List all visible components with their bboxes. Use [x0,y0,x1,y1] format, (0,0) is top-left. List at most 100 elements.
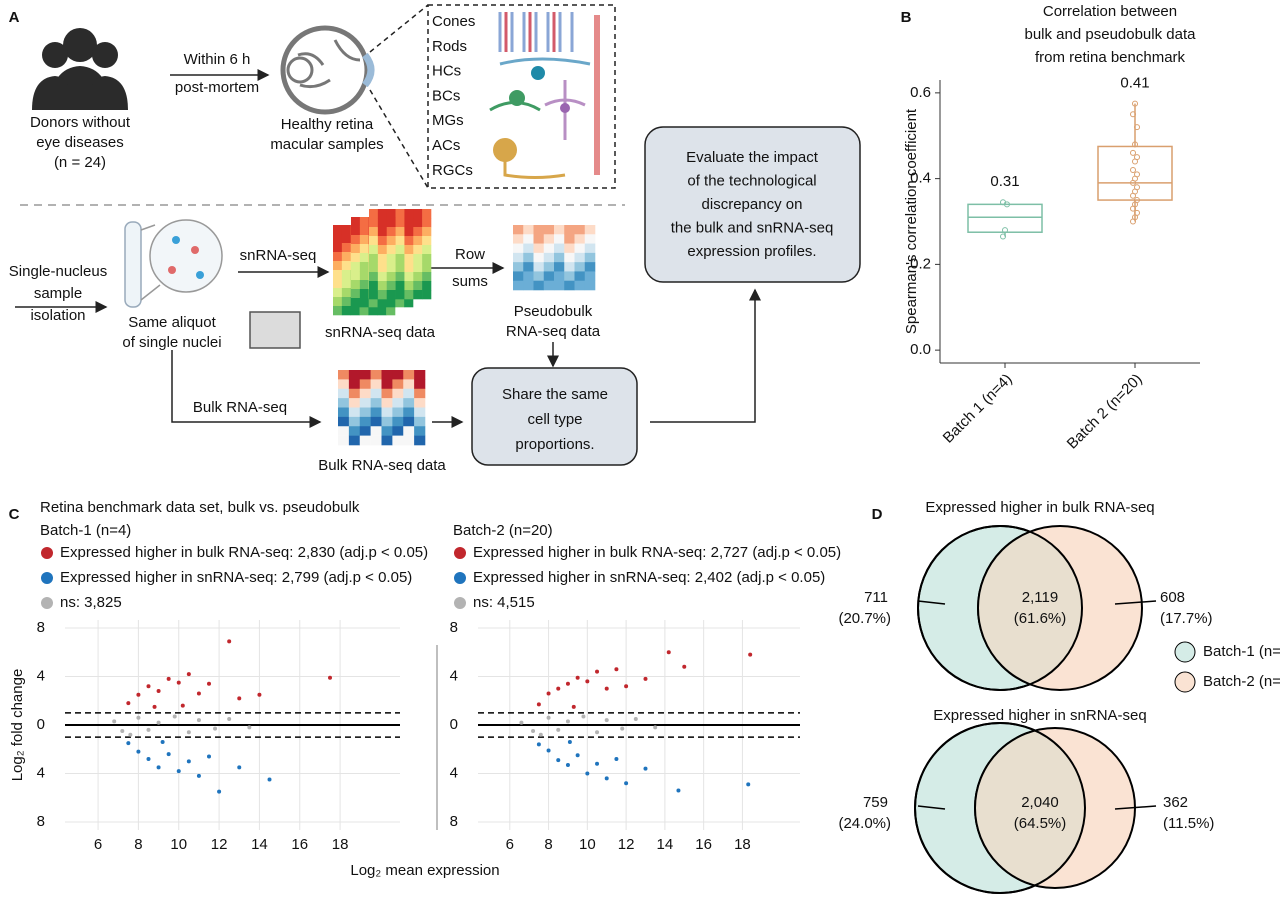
x-tick-label: 16 [695,836,712,853]
point [624,684,629,689]
point [196,691,201,696]
point [1134,171,1140,178]
heat-cell [369,263,379,273]
heat-cell [414,379,426,390]
heat-cell [369,245,379,255]
heat-cell [422,236,432,246]
heat-cell [395,245,405,255]
heat-cell [422,263,432,273]
x-tick-label: 10 [170,836,187,853]
point [176,680,181,685]
heat-cell [523,252,534,263]
point [595,730,600,735]
point [207,754,212,759]
heat-cell [413,236,423,246]
heat-cell [533,243,545,254]
diagram-text: cell type [527,411,582,428]
heat-cell [338,426,350,436]
legend-marker [1174,671,1196,693]
point [682,664,687,669]
heat-cell [369,236,379,246]
heat-cell [386,290,396,300]
diagram-text: snRNA-seq [240,247,317,264]
heat-cell [414,407,426,418]
leader-line [917,600,946,605]
heat-cell [351,235,361,245]
heat-cell [554,243,565,254]
heat-cell [422,245,432,255]
heat-cell [377,306,387,316]
heat-cell [348,416,361,427]
heat-cell [359,271,370,281]
heat-cell [359,289,370,299]
chart-title: from retina benchmark [1035,49,1186,66]
point [120,729,125,734]
heat-cell [403,388,415,399]
heat-cell [370,416,382,427]
x-axis-label: Log₂ mean expression [350,862,499,879]
y-tick-label: 0.0 [910,341,931,358]
heat-cell [513,243,524,254]
heat-cell [386,218,396,228]
zoom-box [427,4,616,189]
heat-cell [381,426,393,436]
y-tick-label: 8 [37,619,45,636]
heat-cell [533,234,545,244]
heat-cell [574,225,586,235]
venn-overlap [977,526,1082,690]
heat-cell [533,280,545,291]
point [166,676,171,681]
heat-cell [533,252,545,263]
heat-cell [370,426,382,436]
heat-cell [584,234,596,244]
heat-cell [370,407,382,418]
point [217,789,222,794]
legend-label: Expressed higher in snRNA-seq: 2,799 (ad… [60,569,412,586]
heat-cell [413,263,423,273]
heat-cell [377,298,387,308]
y-tick-label: 4 [37,764,45,781]
point [565,681,570,686]
heat-cell [533,262,545,272]
heat-cell [359,370,371,380]
heat-cell [513,271,524,282]
point [666,650,671,655]
heat-cell [381,435,393,446]
heat-cell [351,262,361,272]
point [575,753,580,758]
chart-title: Expressed higher in snRNA-seq [933,707,1146,724]
leader-line [1114,805,1157,810]
point [1132,141,1138,148]
heat-cell [523,234,534,244]
point [227,716,232,721]
heat-cell [392,379,404,390]
point [136,692,141,697]
point [247,725,252,730]
point [237,765,242,770]
heat-cell [381,388,393,399]
point [653,725,658,730]
heat-cell [333,225,343,235]
point [1134,154,1140,161]
heat-cell [564,252,575,263]
heat-cell [404,245,414,255]
heat-cell [404,209,414,219]
heat-cell [377,245,388,255]
chart-title: Correlation between [1043,3,1177,20]
point [538,732,543,737]
heat-cell [413,245,423,255]
heat-cell [370,398,382,408]
heat-cell [422,272,432,282]
heat-cell [348,398,361,408]
heat-cell [422,209,432,219]
point [746,782,751,787]
heat-cell [584,271,596,282]
heat-cell [413,218,423,228]
heat-cell [413,227,423,237]
heat-cell [369,281,379,291]
heat-cell [386,263,396,273]
point [1134,124,1140,131]
point [152,704,157,709]
point [166,752,171,757]
